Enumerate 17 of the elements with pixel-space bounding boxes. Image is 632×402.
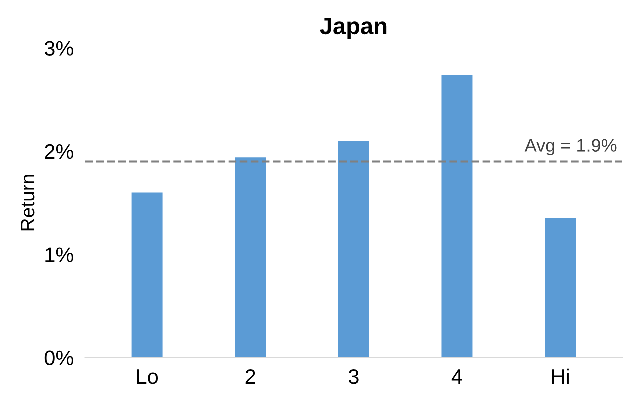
y-tick-label: 0%	[44, 350, 74, 366]
chart-title: Japan	[320, 18, 387, 40]
y-tick-label: 1%	[46, 248, 74, 262]
x-tick-label: 2	[246, 369, 256, 384]
bar	[235, 158, 266, 358]
x-tick-label: 4	[452, 370, 462, 384]
bar	[442, 75, 473, 358]
x-tick-label: 3	[348, 369, 359, 384]
y-axis-title: Return	[21, 175, 35, 231]
x-tick-label: Lo	[137, 370, 158, 384]
bar	[132, 192, 163, 358]
bar	[545, 218, 576, 358]
bar	[338, 141, 370, 358]
y-tick-label: 2%	[45, 144, 74, 160]
y-tick-label: 3%	[44, 41, 74, 56]
x-tick-label: Hi	[552, 368, 569, 384]
ref-line-label: Avg = 1.9%	[524, 139, 617, 156]
